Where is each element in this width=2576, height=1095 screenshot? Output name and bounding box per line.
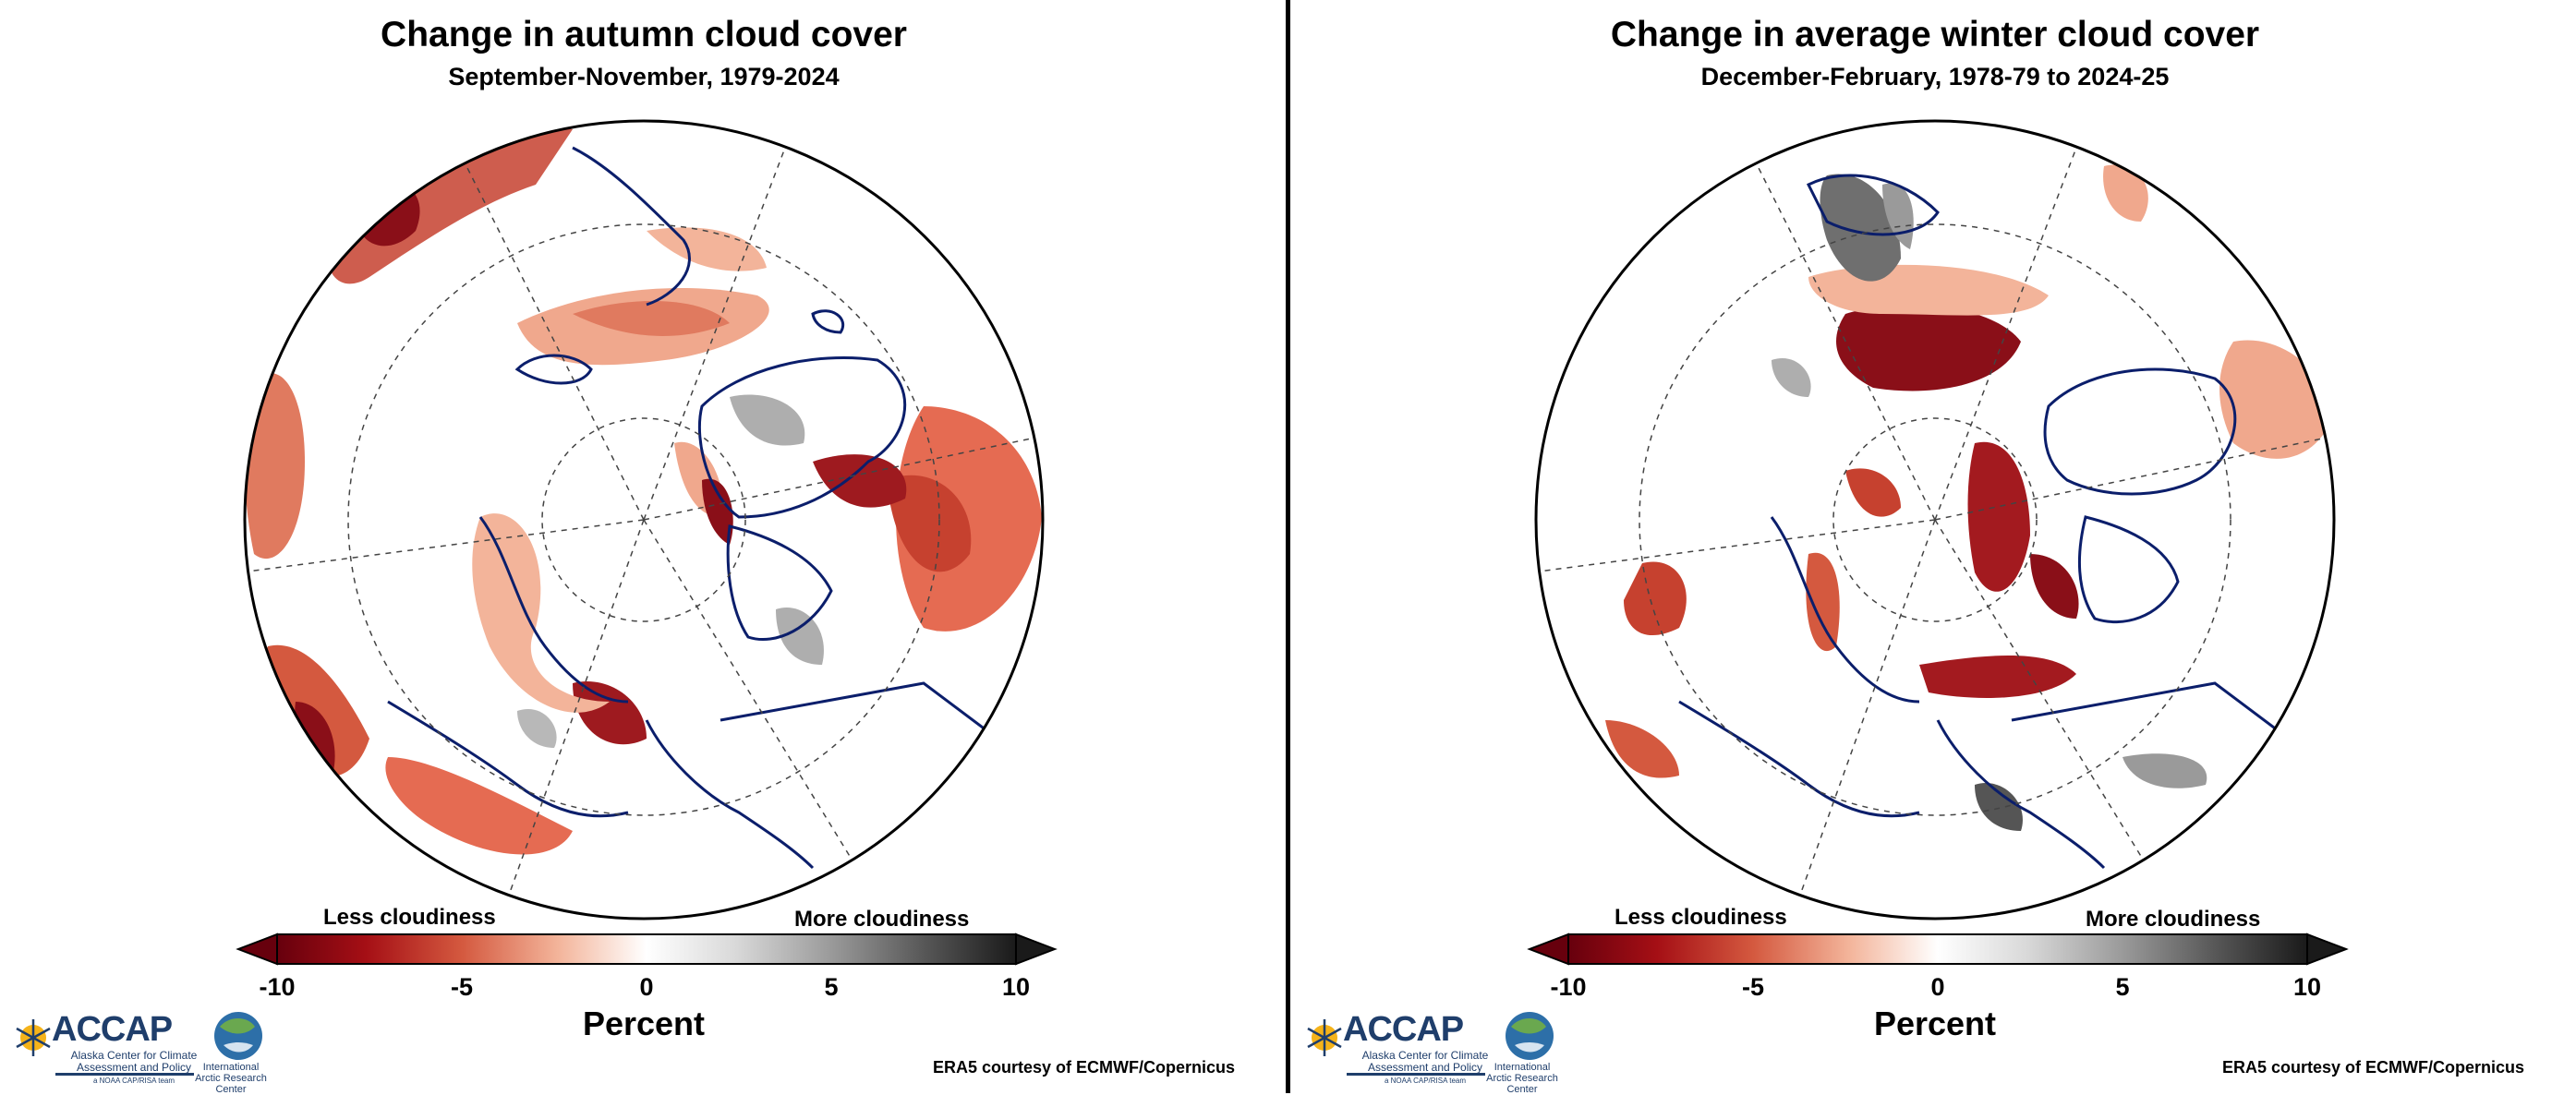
colorbar-low-arrow bbox=[236, 933, 278, 966]
decrease-region bbox=[1806, 552, 1840, 652]
colorbar-more-label: More cloudiness bbox=[2086, 907, 2261, 932]
colorbar-tick: 0 bbox=[639, 973, 654, 1001]
snowflake-sun-icon bbox=[1307, 1019, 1342, 1056]
coastlines bbox=[1678, 174, 2290, 870]
colorbar-less-label: Less cloudiness bbox=[1615, 905, 1787, 930]
decrease-region bbox=[1605, 720, 1679, 778]
colorbar-low-arrow bbox=[1527, 933, 1569, 966]
accap-name: ACCAP bbox=[52, 1010, 173, 1049]
accap-subtitle: Alaska Center for Climate Assessment and… bbox=[70, 1049, 198, 1086]
polar-map bbox=[1527, 119, 2349, 966]
globe-icon bbox=[214, 1012, 262, 1060]
data-credit: ERA5 courtesy of ECMWF/Copernicus bbox=[2222, 1058, 2525, 1077]
decrease-region bbox=[702, 478, 733, 545]
decrease-region bbox=[245, 373, 305, 560]
colorbar-tick: -10 bbox=[259, 973, 296, 1001]
decrease-region bbox=[295, 702, 335, 776]
decrease-region bbox=[887, 475, 972, 572]
increase-region bbox=[1820, 174, 1901, 282]
colorbar bbox=[1527, 933, 2349, 966]
increase-region bbox=[776, 608, 824, 665]
colorbar-ramp bbox=[276, 933, 1017, 965]
decrease-region bbox=[1836, 305, 2021, 391]
colorbar-tick: -5 bbox=[1741, 973, 1764, 1001]
colorbar-tick: 10 bbox=[1001, 973, 1031, 1001]
colorbar-tick: 5 bbox=[824, 973, 839, 1001]
decrease-region bbox=[573, 681, 647, 745]
colorbar-tick: 10 bbox=[2292, 973, 2322, 1001]
panel-subtitle: September-November, 1979-2024 bbox=[448, 63, 840, 90]
increase-region bbox=[2122, 753, 2207, 788]
panel-title: Change in autumn cloud cover bbox=[381, 15, 907, 54]
increase-region bbox=[730, 394, 805, 446]
colorbar-tick: 5 bbox=[2115, 973, 2130, 1001]
colorbar-less-label: Less cloudiness bbox=[323, 905, 496, 930]
iarc-name: International Arctic Research Center bbox=[195, 1062, 267, 1095]
snowflake-sun-icon bbox=[16, 1019, 51, 1056]
colorbar-high-arrow bbox=[2306, 933, 2349, 966]
polar-map bbox=[236, 119, 1058, 966]
increase-region bbox=[1975, 783, 2023, 831]
coastlines bbox=[387, 146, 998, 870]
colorbar-tick: -10 bbox=[1550, 973, 1587, 1001]
iarc-name: International Arctic Research Center bbox=[1486, 1062, 1558, 1095]
decrease-region bbox=[2030, 554, 2079, 619]
decrease-region bbox=[896, 406, 1042, 632]
accap-logo bbox=[16, 1012, 262, 1076]
accap-name: ACCAP bbox=[1343, 1010, 1464, 1049]
colorbar-tick: -5 bbox=[450, 973, 473, 1001]
decrease-region bbox=[2103, 164, 2148, 222]
data-credit: ERA5 courtesy of ECMWF/Copernicus bbox=[933, 1058, 1236, 1077]
accap-logo bbox=[1307, 1012, 1554, 1076]
colorbar bbox=[236, 933, 1058, 966]
decrease-region bbox=[1845, 468, 1901, 517]
colorbar-ramp bbox=[1567, 933, 2308, 965]
left-panel: Change in autumn cloud cover September-N… bbox=[0, 0, 1288, 1095]
map-boundary bbox=[1534, 119, 2336, 921]
increase-region bbox=[517, 709, 557, 748]
map-boundary bbox=[243, 119, 1045, 921]
graticule bbox=[1536, 121, 2334, 919]
right-panel: Change in average winter cloud cover Dec… bbox=[1291, 0, 2576, 1095]
cloud-change-field bbox=[1605, 164, 2333, 831]
decrease-region bbox=[1967, 441, 2030, 592]
panel-subtitle: December-February, 1978-79 to 2024-25 bbox=[1700, 63, 2170, 90]
colorbar-unit-label: Percent bbox=[582, 1005, 706, 1042]
graticule bbox=[245, 121, 1043, 919]
increase-region bbox=[1772, 358, 1811, 397]
decrease-region bbox=[573, 301, 730, 336]
panel-title: Change in average winter cloud cover bbox=[1610, 15, 2260, 54]
decrease-region bbox=[1919, 656, 2076, 698]
decrease-region bbox=[385, 757, 573, 855]
colorbar-unit-label: Percent bbox=[1873, 1005, 1997, 1042]
colorbar-more-label: More cloudiness bbox=[794, 907, 970, 932]
decrease-region bbox=[813, 454, 907, 508]
colorbar-high-arrow bbox=[1015, 933, 1058, 966]
panel-divider bbox=[1286, 0, 1290, 1093]
accap-subtitle: Alaska Center for Climate Assessment and… bbox=[1361, 1049, 1489, 1086]
globe-icon bbox=[1506, 1012, 1554, 1060]
colorbar-tick: 0 bbox=[1930, 973, 1945, 1001]
decrease-region bbox=[1624, 561, 1687, 636]
decrease-region bbox=[647, 227, 767, 271]
